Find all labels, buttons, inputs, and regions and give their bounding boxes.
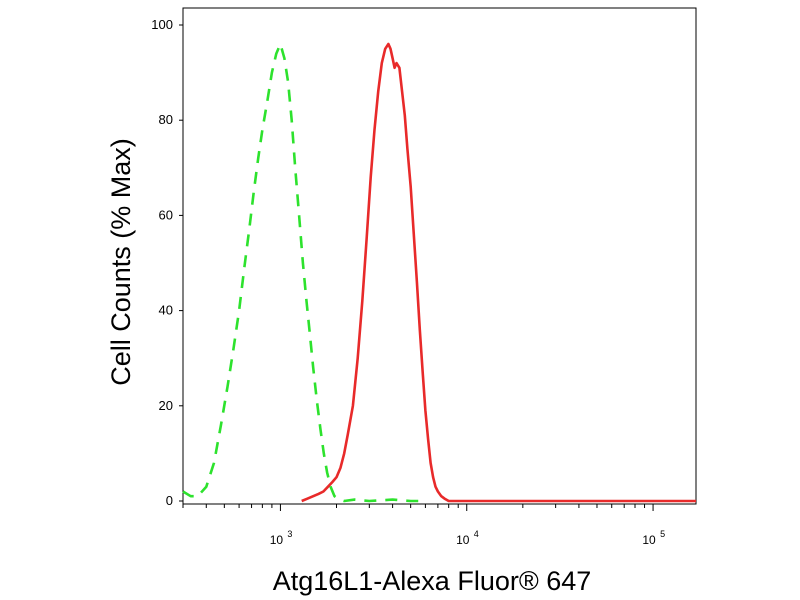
y-tick-label: 80 xyxy=(159,112,173,127)
series-line-solid-red xyxy=(301,42,696,503)
x-tick-label-exponent: 3 xyxy=(287,529,292,539)
series-line-dashed-green xyxy=(182,42,426,503)
x-tick-label-exponent: 4 xyxy=(474,529,479,539)
y-axis-title: Cell Counts (% Max) xyxy=(106,138,136,386)
y-tick-label: 100 xyxy=(151,17,173,32)
y-tick-label: 40 xyxy=(159,303,173,318)
x-axis-title: Atg16L1-Alexa Fluor® 647 xyxy=(273,566,592,596)
y-tick-label: 20 xyxy=(159,398,173,413)
plot-frame xyxy=(182,7,697,505)
x-tick-label-base: 10 xyxy=(456,533,470,547)
y-tick-label: 60 xyxy=(159,207,173,222)
x-tick-label-base: 10 xyxy=(270,533,284,547)
x-tick-label-base: 10 xyxy=(642,533,656,547)
x-tick-label-exponent: 5 xyxy=(660,529,665,539)
y-axis: 0 20 40 60 80 100 xyxy=(151,17,183,508)
x-axis: 10 3 10 4 10 5 xyxy=(182,504,665,547)
y-tick-label: 0 xyxy=(166,493,173,508)
series-layer xyxy=(182,42,696,503)
